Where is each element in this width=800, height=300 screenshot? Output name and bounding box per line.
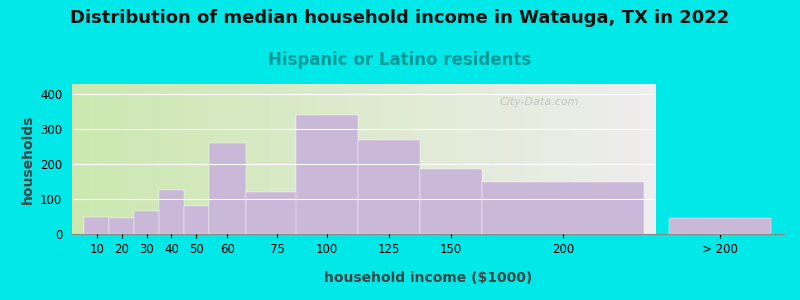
- Text: Hispanic or Latino residents: Hispanic or Latino residents: [268, 51, 532, 69]
- Bar: [209, 143, 246, 234]
- Bar: [482, 182, 644, 234]
- Bar: [246, 192, 308, 234]
- Bar: [358, 140, 420, 234]
- Bar: [296, 116, 358, 234]
- Bar: [134, 211, 159, 234]
- Bar: [110, 218, 134, 234]
- Bar: [420, 169, 482, 234]
- Text: Distribution of median household income in Watauga, TX in 2022: Distribution of median household income …: [70, 9, 730, 27]
- Y-axis label: households: households: [21, 114, 34, 204]
- Bar: [670, 218, 771, 234]
- Text: City-Data.com: City-Data.com: [500, 97, 579, 107]
- Bar: [85, 217, 110, 234]
- Text: household income ($1000): household income ($1000): [324, 271, 532, 285]
- Bar: [159, 190, 184, 234]
- Bar: [184, 206, 209, 234]
